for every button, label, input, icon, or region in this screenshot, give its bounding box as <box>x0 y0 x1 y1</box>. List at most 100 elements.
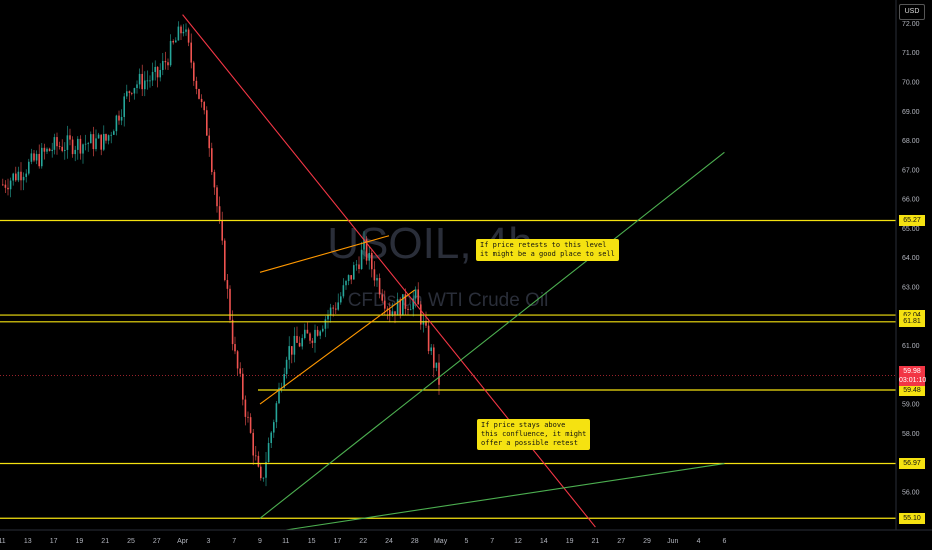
candle-body <box>187 29 190 43</box>
candle-body <box>353 265 355 280</box>
candle-body <box>17 171 20 181</box>
price-tick-label: 70.00 <box>902 79 920 86</box>
time-tick-label: 7 <box>232 538 236 545</box>
time-tick-label: 13 <box>24 538 32 545</box>
candle-body <box>404 294 407 309</box>
price-tick-label: 58.00 <box>902 431 920 438</box>
candle-body <box>97 134 100 139</box>
candle-body <box>118 115 120 121</box>
time-tick-label: 7 <box>490 538 494 545</box>
orange-trendline[interactable] <box>259 289 416 405</box>
candle-body <box>53 137 56 150</box>
candle-body <box>30 153 33 162</box>
candle-body <box>255 455 257 457</box>
candle-body <box>304 329 306 339</box>
candle-body <box>342 285 345 297</box>
candle-body <box>180 26 182 34</box>
candle-body <box>22 176 25 181</box>
time-tick-label: May <box>434 538 448 545</box>
candle-body <box>15 173 17 181</box>
price-tick-label: 61.00 <box>902 343 920 350</box>
candle-body <box>64 149 66 151</box>
candle-body <box>335 308 337 310</box>
level-label-62-04: 62.04 <box>899 309 925 321</box>
candle-body <box>293 335 296 355</box>
candle-body <box>100 134 102 150</box>
candle-body <box>41 147 43 167</box>
candle-body <box>172 40 174 43</box>
candle-body <box>211 148 213 173</box>
candle-body <box>427 325 430 352</box>
level-label-56-97: 56.97 <box>899 458 925 470</box>
candle-body <box>236 351 239 369</box>
candle-body <box>120 116 123 121</box>
candle-body <box>182 31 185 34</box>
candle-body <box>149 80 151 82</box>
candle-body <box>363 239 365 250</box>
candle-body <box>378 278 381 295</box>
red-trendline[interactable] <box>182 14 596 528</box>
price-axis[interactable]: 56.0057.0058.0059.0060.0061.0062.0063.00… <box>902 21 920 497</box>
candle-body <box>394 311 396 316</box>
candle-body <box>391 311 394 316</box>
time-axis[interactable]: 11 13 17 19 21 25 27 Apr 3 7 9 11 15 17 22 24 28 May 5 7 12 1… <box>0 538 726 545</box>
candle-body <box>252 432 254 456</box>
time-tick-label: 6 <box>722 538 726 545</box>
candle-body <box>262 477 265 479</box>
time-tick-label: Jun <box>667 538 678 545</box>
candle-body <box>407 308 409 310</box>
annotation-sell-note[interactable]: If price retests to this level it might … <box>476 239 619 261</box>
candle-body <box>425 320 427 326</box>
candle-body <box>438 362 440 385</box>
green-trendline[interactable] <box>285 462 725 531</box>
candle-body <box>71 139 74 155</box>
candle-body <box>28 161 30 174</box>
trendlines[interactable] <box>182 14 725 531</box>
candle-body <box>332 307 334 309</box>
candle-body <box>389 309 391 316</box>
candle-body <box>301 338 303 347</box>
time-tick-label: 27 <box>153 538 161 545</box>
candle-body <box>25 173 27 177</box>
time-tick-label: 12 <box>514 538 522 545</box>
candle-body <box>74 149 76 155</box>
candle-body <box>337 302 339 310</box>
candle-body <box>103 134 105 150</box>
candle-body <box>33 153 35 161</box>
candle-body <box>69 135 71 140</box>
candle-body <box>283 374 285 388</box>
currency-label[interactable]: USD <box>899 4 925 20</box>
horizontal-levels[interactable] <box>0 219 896 519</box>
candle-body <box>177 26 180 41</box>
annotation-retest-note[interactable]: If price stays above this confluence, it… <box>477 419 591 450</box>
orange-trendline[interactable] <box>259 235 390 273</box>
candle-body <box>190 42 192 63</box>
candle-body <box>20 171 22 181</box>
time-tick-label: 22 <box>359 538 367 545</box>
candle-body <box>77 138 79 150</box>
candle-body <box>203 101 205 111</box>
price-tick-label: 68.00 <box>902 138 920 145</box>
candle-body <box>213 172 216 188</box>
level-label-55-10: 55.10 <box>899 512 925 524</box>
candle-body <box>316 329 319 336</box>
candle-body <box>433 347 435 368</box>
candle-body <box>79 138 82 154</box>
candle-body <box>270 432 272 444</box>
candle-body <box>249 417 252 433</box>
candle-body <box>368 252 370 261</box>
price-tick-label: 67.00 <box>902 167 920 174</box>
candles <box>2 21 440 487</box>
candle-body <box>198 89 200 99</box>
candle-body <box>386 308 389 310</box>
candle-body <box>193 62 195 81</box>
candle-body <box>402 294 404 316</box>
candle-body <box>216 187 218 207</box>
green-trendline[interactable] <box>259 151 725 519</box>
candle-body <box>371 252 373 270</box>
candle-body <box>58 146 61 148</box>
time-tick-label: 24 <box>385 538 393 545</box>
candle-body <box>56 137 58 147</box>
